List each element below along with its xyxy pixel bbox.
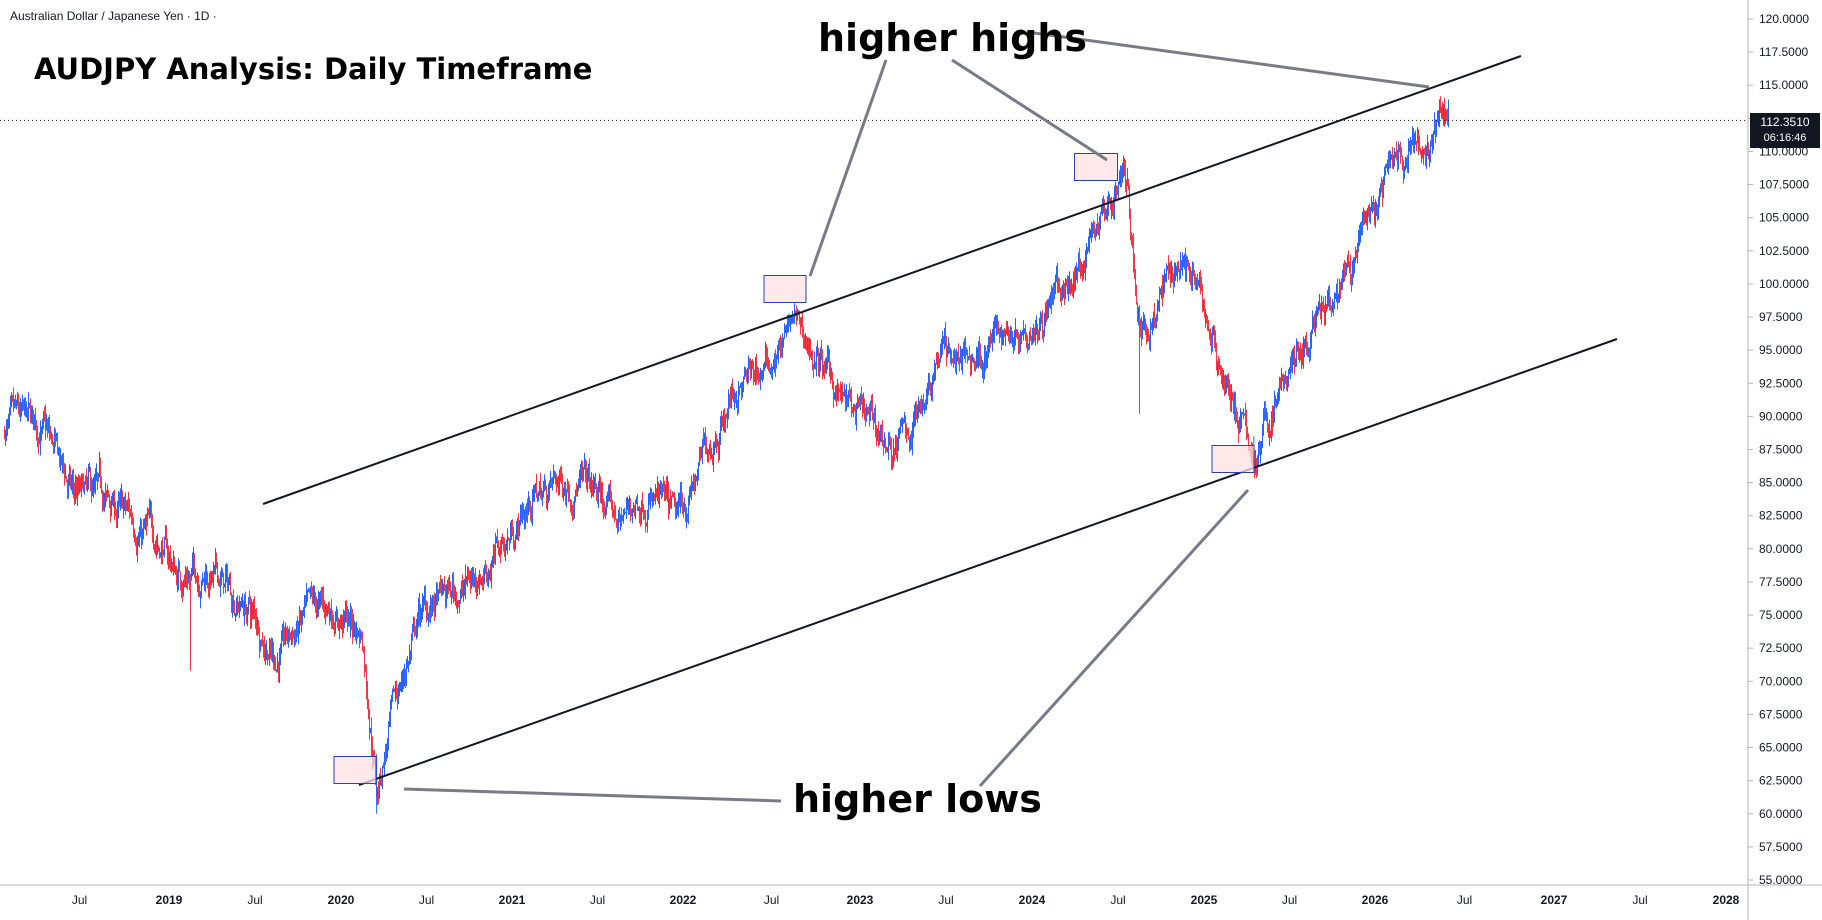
price-tick-label: 82.5000 [1759,509,1803,523]
time-tick-label: Jul [72,893,87,907]
upper-channel-line [262,55,1522,505]
price-tick-label: 120.0000 [1759,12,1809,26]
time-tick-label: Jul [1110,893,1125,907]
current-price-tag: 112.3510 06:16:46 [1750,113,1820,148]
time-tick-label: Jul [1282,893,1297,907]
time-tick-label: 2026 [1362,893,1389,907]
time-tick-label: 2024 [1019,893,1046,907]
higher-low-box-2 [1211,445,1255,473]
price-tick-label: 92.5000 [1759,376,1803,390]
time-tick-label: Jul [938,893,953,907]
time-tick-label: Jul [1632,893,1647,907]
price-tick-label: 115.0000 [1759,78,1808,92]
higher-high-box-1 [763,275,807,303]
price-tick-label: 105.0000 [1759,211,1809,225]
price-tick-label: 77.5000 [1759,575,1803,589]
time-tick-label: Jul [1457,893,1472,907]
price-tick-label: 87.5000 [1759,443,1803,457]
price-tick-label: 102.5000 [1759,244,1809,258]
pointer-to-high-2 [951,58,1108,162]
price-tick-label: 65.0000 [1759,741,1803,755]
price-tick-label: 97.5000 [1759,310,1803,324]
time-tick-label: 2019 [156,893,183,907]
higher-lows-label: higher lows [793,777,1042,821]
pointer-to-low-2 [978,488,1250,788]
price-tick-label: 90.0000 [1759,409,1803,423]
time-tick-label: Jul [764,893,779,907]
price-tick-label: 117.5000 [1759,45,1808,59]
price-tick-label: 107.5000 [1759,178,1809,192]
trendlines [262,55,1618,786]
candle-series [0,96,1748,814]
price-tick-label: 95.0000 [1759,343,1803,357]
time-tick-label: 2020 [328,893,355,907]
price-tick-label: 70.0000 [1759,674,1803,688]
price-tick-label: 75.0000 [1759,608,1803,622]
time-tick-label: 2028 [1713,893,1740,907]
price-tick-label: 85.0000 [1759,476,1803,490]
price-tick-label: 80.0000 [1759,542,1803,556]
higher-high-box-2 [1074,153,1118,181]
time-tick-label: 2027 [1541,893,1568,907]
pointer-to-high-3 [1026,30,1430,89]
bar-countdown: 06:16:46 [1763,132,1807,144]
time-tick-label: 2022 [670,893,697,907]
price-tick-label: 100.0000 [1759,277,1809,291]
symbol-label: Australian Dollar / Japanese Yen · 1D · [10,9,217,23]
current-price-value: 112.3510 [1760,115,1810,129]
lower-channel-line [358,338,1618,786]
higher-low-box-1 [333,756,377,784]
time-tick-label: Jul [247,893,262,907]
time-tick-label: 2025 [1191,893,1218,907]
time-tick-label: Jul [419,893,434,907]
price-tick-label: 57.5000 [1759,840,1803,854]
price-tick-label: 60.0000 [1759,807,1803,821]
time-tick-label: 2021 [499,893,526,907]
chart-title: AUDJPY Analysis: Daily Timeframe [34,52,593,86]
price-tick-label: 67.5000 [1759,707,1803,721]
time-tick-label: Jul [590,893,605,907]
annotation-pointers [333,30,1430,803]
price-tick-label: 72.5000 [1759,641,1803,655]
pointer-to-high-1 [808,59,888,277]
price-tick-label: 62.5000 [1759,774,1803,788]
time-axis: Jul 2019 Jul 2020 Jul 2021 Jul 2022 Jul 2023 Jul 20… [0,884,1822,907]
pointer-to-low-1 [403,787,782,803]
higher-highs-label: higher highs [818,16,1088,60]
price-tick-label: 55.0000 [1759,873,1803,887]
time-tick-label: 2023 [847,893,874,907]
